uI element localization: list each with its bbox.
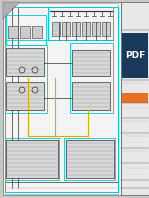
Bar xyxy=(5,45,47,113)
Bar xyxy=(8,26,18,38)
Bar xyxy=(5,3,118,194)
Bar xyxy=(102,22,110,36)
Polygon shape xyxy=(3,2,20,19)
Bar xyxy=(6,140,58,178)
Bar xyxy=(122,33,148,78)
Bar xyxy=(6,48,44,76)
Bar xyxy=(32,26,42,38)
Bar xyxy=(52,22,60,36)
Bar xyxy=(121,2,149,195)
Bar xyxy=(92,22,100,36)
Bar xyxy=(6,82,44,110)
Polygon shape xyxy=(3,2,20,19)
Bar xyxy=(20,26,30,38)
Bar xyxy=(66,140,114,178)
Bar xyxy=(6,15,46,45)
Bar xyxy=(72,22,80,36)
Bar xyxy=(62,22,70,36)
Bar xyxy=(5,138,59,180)
Bar xyxy=(122,93,148,103)
Bar xyxy=(5,7,118,192)
Bar xyxy=(70,43,113,113)
Bar xyxy=(72,82,110,110)
Bar xyxy=(72,50,110,76)
Bar xyxy=(64,138,115,180)
Bar xyxy=(3,2,121,195)
Bar xyxy=(48,7,113,40)
Text: PDF: PDF xyxy=(125,50,145,60)
Bar xyxy=(82,22,90,36)
